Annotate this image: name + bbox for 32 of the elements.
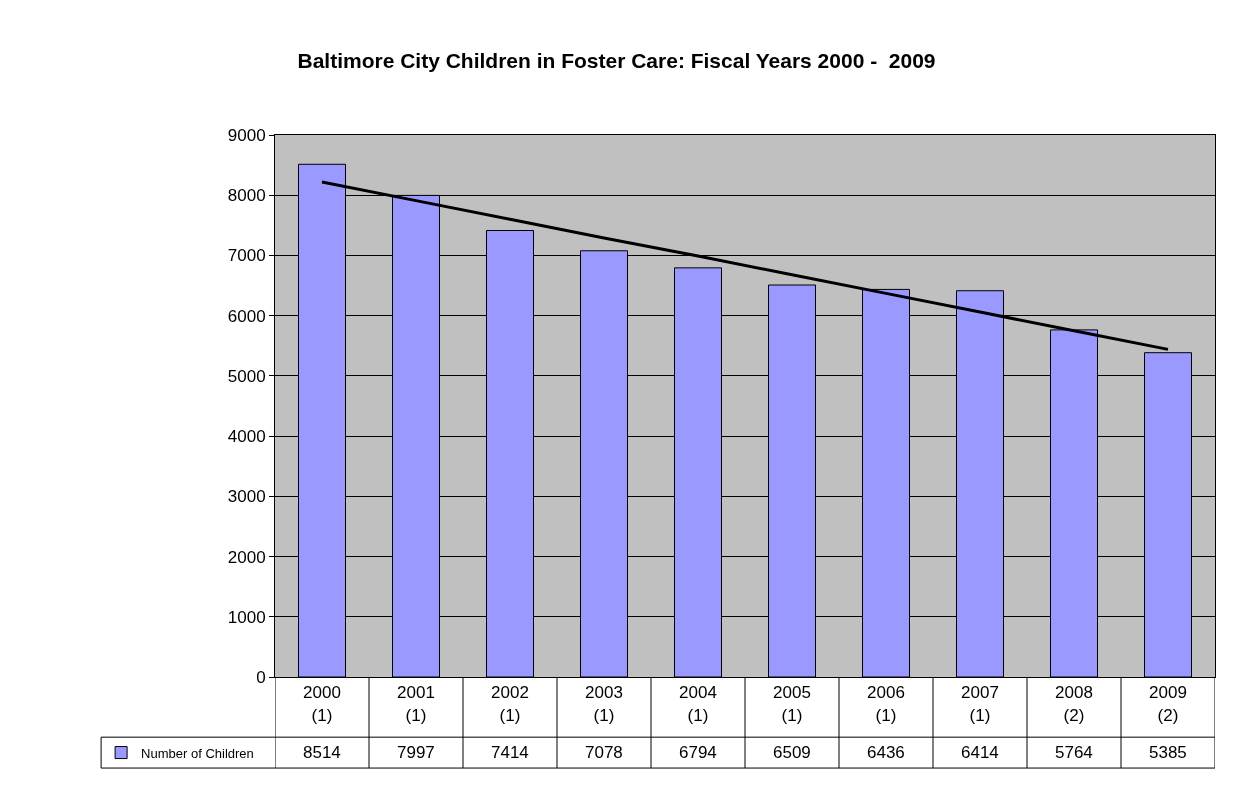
x-tick-label: 2000 (1) (303, 683, 341, 725)
x-tick-label: 2008 (2) (1055, 683, 1093, 725)
data-label: 6436 (867, 743, 905, 762)
x-tick-label: 2001 (1) (397, 683, 435, 725)
data-label: 7414 (491, 743, 529, 762)
y-tick-label: 4000 (227, 427, 266, 447)
x-tick-label: 2004 (1) (679, 683, 717, 725)
y-tick-label: 1000 (227, 607, 266, 627)
x-tick-label: 2003 (1) (585, 683, 623, 725)
y-tick-label: 3000 (227, 487, 266, 507)
data-label: 8514 (303, 743, 341, 762)
y-tick-label: 8000 (227, 186, 266, 206)
legend-label: Number of Children (141, 745, 254, 761)
x-tick-label: 2002 (1) (491, 683, 529, 725)
data-label: 7997 (397, 743, 435, 762)
x-tick-label: 2005 (1) (773, 683, 811, 725)
data-label: 7078 (585, 743, 623, 762)
chart-title: Baltimore City Children in Foster Care: Fiscal Years 2000 - 2009 (297, 48, 936, 72)
y-tick-label: 6000 (227, 306, 266, 326)
x-tick-label: 2007 (1) (961, 683, 999, 725)
y-tick-label: 5000 (227, 366, 266, 386)
y-tick-label: 9000 (227, 125, 266, 145)
y-tick-label: 7000 (227, 246, 266, 266)
data-label: 5764 (1055, 743, 1093, 762)
y-tick-label: 0 (256, 667, 266, 687)
data-label: 6794 (679, 743, 717, 762)
x-tick-label: 2009 (2) (1149, 683, 1187, 725)
y-tick-label: 2000 (227, 547, 266, 567)
data-label: 6414 (961, 743, 999, 762)
data-label: 5385 (1149, 743, 1187, 762)
data-label: 6509 (773, 743, 811, 762)
x-tick-label: 2006 (1) (867, 683, 905, 725)
